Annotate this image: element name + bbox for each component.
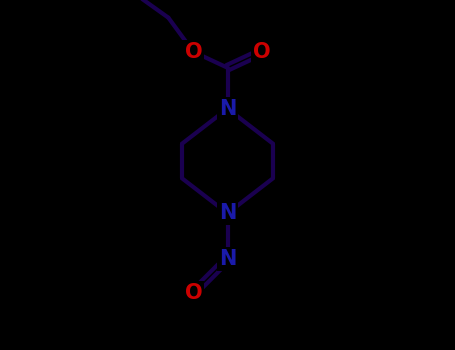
Text: O: O	[185, 283, 202, 303]
Text: N: N	[219, 99, 236, 119]
Text: N: N	[219, 203, 236, 223]
Text: O: O	[185, 42, 202, 62]
Text: N: N	[219, 249, 236, 269]
Text: O: O	[253, 42, 270, 62]
